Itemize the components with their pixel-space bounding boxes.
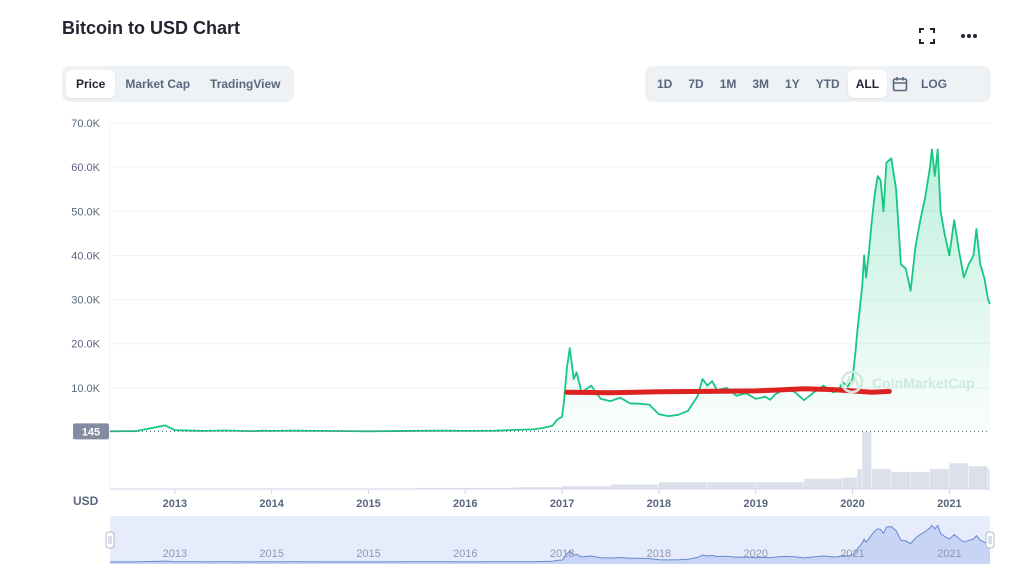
navigator-handle[interactable] bbox=[985, 531, 995, 549]
x-tick-label: 2019 bbox=[743, 498, 767, 510]
navigator-tick-label: 2021 bbox=[840, 548, 864, 560]
y-tick-label: 60.0K bbox=[71, 162, 100, 174]
volume-bar bbox=[658, 482, 707, 489]
tab-price[interactable]: Price bbox=[66, 70, 116, 98]
top-actions bbox=[917, 26, 979, 46]
navigator-area bbox=[110, 525, 990, 564]
x-tick-label: 2020 bbox=[840, 498, 864, 510]
range-ytd[interactable]: YTD bbox=[815, 77, 840, 91]
log-toggle[interactable]: LOG bbox=[921, 77, 948, 91]
grid-lines bbox=[109, 122, 990, 490]
volume-bar bbox=[929, 469, 949, 489]
price-area bbox=[110, 149, 990, 432]
volume-bar bbox=[949, 463, 969, 489]
calendar-icon[interactable] bbox=[891, 75, 909, 93]
y-tick-label: 40.0K bbox=[71, 250, 100, 262]
navigator-tick-label: 2018 bbox=[550, 548, 574, 560]
y-tick-label: 30.0K bbox=[71, 295, 100, 307]
volume-bar bbox=[320, 488, 368, 489]
volume-bar bbox=[707, 482, 756, 489]
y-tick-label: 10.0K bbox=[71, 383, 100, 395]
range-1d[interactable]: 1D bbox=[657, 77, 673, 91]
range-1m[interactable]: 1M bbox=[719, 77, 737, 91]
volume-bar bbox=[871, 469, 891, 489]
y-tick-label: 70.0K bbox=[71, 118, 100, 130]
volume-bar bbox=[465, 487, 514, 489]
range-tabs: 1D 7D 1M 3M 1Y YTD ALL LOG bbox=[645, 66, 991, 102]
volume-bar bbox=[513, 487, 562, 489]
current-price-tag bbox=[73, 423, 109, 440]
volume-bar bbox=[910, 471, 930, 489]
range-7d[interactable]: 7D bbox=[688, 77, 704, 91]
x-tick-label: 2014 bbox=[259, 498, 284, 510]
volume-bar bbox=[271, 488, 320, 489]
navigator-tick-label: 2018 bbox=[647, 548, 671, 560]
navigator-tick-label: 2020 bbox=[743, 548, 767, 560]
navigator-line bbox=[110, 524, 991, 563]
volume-bar bbox=[988, 469, 990, 489]
volume-bar bbox=[223, 488, 272, 489]
x-tick-label: 2017 bbox=[550, 498, 574, 510]
volume-bar bbox=[562, 486, 611, 489]
watermark-text: CoinMarketCap bbox=[872, 375, 975, 391]
watermark: CoinMarketCap bbox=[840, 370, 975, 394]
range-3m[interactable]: 3M bbox=[752, 77, 770, 91]
range-navigator[interactable]: 2013 2015 2015 2016 2018 2018 2020 2021 2021 bbox=[105, 516, 995, 564]
volume-bar bbox=[610, 484, 659, 489]
navigator-tick-label: 2015 bbox=[259, 548, 283, 560]
volume-bar bbox=[891, 471, 911, 489]
x-tick-label: 2015 bbox=[356, 498, 380, 510]
navigator-handle[interactable] bbox=[105, 531, 115, 549]
range-1y[interactable]: 1Y bbox=[785, 77, 800, 91]
x-tick-label: 2013 bbox=[163, 498, 187, 510]
y-axis: 10.0K 20.0K 30.0K 40.0K 50.0K 60.0K 70.0K bbox=[71, 118, 100, 395]
volume-bar bbox=[755, 482, 804, 489]
volume-bar bbox=[174, 488, 223, 489]
currency-label: USD bbox=[73, 494, 99, 508]
volume-bar bbox=[804, 478, 843, 489]
y-tick-label: 50.0K bbox=[71, 206, 100, 218]
price-line bbox=[109, 148, 991, 433]
volume-bar bbox=[116, 488, 175, 489]
x-tick-label: 2021 bbox=[937, 498, 961, 510]
volume-bar bbox=[368, 488, 417, 489]
current-price-label: 145 bbox=[82, 426, 100, 438]
volume-bar bbox=[862, 432, 872, 489]
volume-bars bbox=[116, 432, 990, 489]
navigator-tick-label: 2021 bbox=[937, 548, 961, 560]
annotation-line bbox=[564, 386, 892, 396]
x-tick-label: 2018 bbox=[647, 498, 671, 510]
navigator-tick-label: 2015 bbox=[356, 548, 380, 560]
navigator-tick-label: 2016 bbox=[453, 548, 477, 560]
volume-bar bbox=[857, 469, 862, 489]
page-title: Bitcoin to USD Chart bbox=[62, 18, 240, 38]
volume-bar bbox=[968, 466, 988, 489]
y-tick-label: 20.0K bbox=[71, 339, 100, 351]
x-tick-label: 2016 bbox=[453, 498, 477, 510]
range-all[interactable]: ALL bbox=[847, 70, 888, 98]
view-tabs: Price Market Cap TradingView bbox=[62, 66, 294, 102]
x-axis: 2013 2014 2015 2016 2017 2018 2019 2020 2021 bbox=[163, 489, 962, 510]
tab-market-cap[interactable]: Market Cap bbox=[125, 77, 191, 91]
volume-bar bbox=[416, 487, 465, 489]
navigator-tick-label: 2013 bbox=[163, 548, 187, 560]
tab-tradingview[interactable]: TradingView bbox=[210, 77, 281, 91]
expand-icon[interactable] bbox=[917, 26, 937, 46]
volume-bar bbox=[842, 477, 857, 489]
more-dots-icon[interactable] bbox=[959, 26, 979, 46]
